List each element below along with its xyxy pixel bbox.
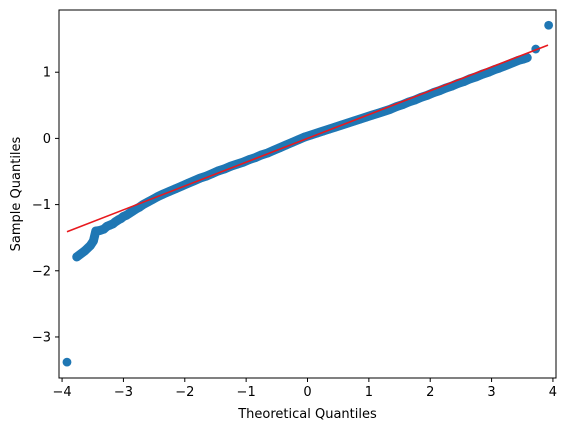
x-tick-label: 2 — [426, 385, 434, 400]
reference-line-group — [66, 44, 549, 233]
x-tick-label: −1 — [237, 385, 256, 400]
x-tick-label: −2 — [175, 385, 194, 400]
y-tick-label: −3 — [32, 330, 51, 345]
y-tick-label: 1 — [43, 66, 51, 81]
x-tick-label: 4 — [549, 385, 557, 400]
y-axis-label: Sample Quantiles — [9, 136, 24, 251]
data-point — [62, 357, 72, 367]
y-tick-label: −1 — [32, 198, 51, 213]
reference-line — [66, 44, 549, 233]
x-tick-label: −4 — [52, 385, 71, 400]
y-tick-label: 0 — [43, 132, 51, 147]
y-axis: −3 −2 −1 0 1 — [32, 66, 59, 345]
x-tick-label: 1 — [365, 385, 373, 400]
data-point — [544, 20, 554, 30]
point-band — [72, 53, 532, 262]
x-axis-label: Theoretical Quantiles — [237, 407, 377, 422]
x-tick-label: −3 — [114, 385, 133, 400]
x-tick-label: 0 — [303, 385, 311, 400]
y-tick-label: −2 — [32, 264, 51, 279]
x-tick-label: 3 — [487, 385, 495, 400]
x-axis: −4 −3 −2 −1 0 1 2 3 4 — [52, 378, 557, 400]
